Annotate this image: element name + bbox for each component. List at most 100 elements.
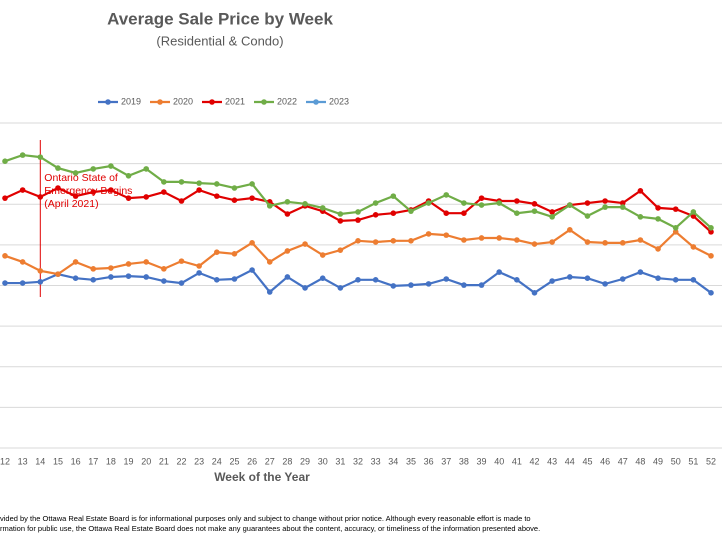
data-point (425, 200, 432, 206)
x-tick-label: 12 (0, 456, 10, 466)
data-point (319, 275, 326, 281)
data-point (125, 261, 132, 267)
data-point (90, 277, 97, 283)
footnote: rmation for public use, the Ottawa Real … (0, 524, 540, 533)
data-point (655, 275, 661, 281)
x-tick-label: 21 (159, 456, 169, 466)
footnote: vided by the Ottawa Real Estate Board is… (0, 514, 531, 523)
data-point (355, 277, 361, 283)
data-point (655, 216, 661, 222)
data-point (514, 198, 520, 204)
data-point (178, 258, 185, 264)
x-axis-label: Week of the Year (214, 470, 310, 484)
data-point (143, 274, 149, 280)
data-point (637, 214, 644, 220)
legend-marker (313, 99, 319, 105)
data-point (461, 237, 467, 243)
data-point (531, 290, 538, 296)
data-point (72, 259, 79, 265)
data-point (337, 285, 344, 291)
data-point (478, 235, 485, 241)
data-point (161, 189, 167, 195)
data-point (355, 217, 361, 223)
data-point (531, 208, 538, 214)
data-point (708, 253, 714, 259)
data-point (214, 181, 220, 187)
x-tick-label: 42 (529, 456, 539, 466)
x-tick-label: 46 (600, 456, 610, 466)
x-tick-label: 48 (635, 456, 645, 466)
data-point (390, 283, 397, 289)
data-point (390, 210, 397, 216)
x-tick-label: 25 (229, 456, 239, 466)
data-point (108, 274, 114, 280)
data-point (90, 189, 97, 195)
data-point (355, 209, 361, 215)
data-point (602, 240, 608, 246)
data-point (337, 211, 344, 217)
data-point (284, 199, 291, 205)
data-point (619, 200, 626, 206)
x-tick-label: 44 (565, 456, 575, 466)
x-tick-label: 37 (441, 456, 451, 466)
data-point (408, 208, 414, 214)
legend-marker (105, 99, 111, 105)
data-point (708, 290, 714, 296)
data-point (672, 206, 679, 212)
data-point (125, 173, 132, 179)
data-point (55, 165, 61, 171)
data-point (478, 202, 485, 208)
legend-label: 2021 (225, 96, 245, 106)
data-point (514, 237, 520, 243)
data-point (37, 194, 44, 200)
data-point (19, 152, 26, 158)
data-point (178, 280, 185, 286)
data-point (302, 201, 308, 207)
data-point (443, 192, 450, 198)
data-point (178, 198, 185, 204)
data-point (549, 239, 555, 245)
data-point (2, 280, 8, 286)
data-point (108, 187, 114, 193)
data-point (143, 166, 149, 172)
data-point (461, 210, 467, 216)
x-tick-label: 32 (353, 456, 363, 466)
data-point (125, 273, 132, 279)
data-point (514, 210, 520, 216)
x-tick-label: 14 (35, 456, 45, 466)
legend-marker (157, 99, 163, 105)
data-point (619, 276, 626, 282)
data-point (443, 232, 450, 238)
data-point (284, 274, 291, 280)
data-point (19, 280, 26, 286)
data-point (72, 170, 79, 176)
chart-subtitle: (Residential & Condo) (156, 33, 283, 48)
data-point (549, 278, 555, 284)
data-point (637, 269, 644, 275)
data-point (37, 268, 44, 274)
data-point (337, 218, 344, 224)
data-point (214, 193, 220, 199)
data-point (231, 185, 238, 191)
data-point (249, 181, 255, 187)
data-point (19, 187, 26, 193)
data-point (655, 205, 661, 211)
data-point (2, 195, 8, 201)
x-tick-label: 29 (300, 456, 310, 466)
data-point (443, 276, 450, 282)
legend-label: 2023 (329, 96, 349, 106)
data-point (143, 259, 149, 265)
data-point (337, 247, 344, 253)
data-point (249, 267, 255, 273)
x-tick-label: 49 (653, 456, 663, 466)
data-point (425, 231, 432, 237)
data-point (319, 252, 326, 258)
x-tick-label: 47 (618, 456, 628, 466)
data-point (390, 238, 397, 244)
legend-label: 2020 (173, 96, 193, 106)
data-point (37, 154, 44, 160)
data-point (584, 213, 591, 219)
x-tick-label: 20 (141, 456, 151, 466)
legend-marker (261, 99, 267, 105)
annotation-text: Ontario State of (44, 172, 118, 184)
